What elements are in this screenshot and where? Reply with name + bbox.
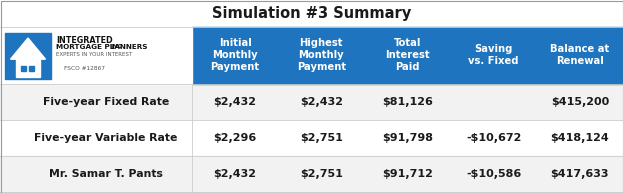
Text: $418,124: $418,124	[551, 133, 609, 143]
Text: Five-year Fixed Rate: Five-year Fixed Rate	[43, 97, 169, 107]
Text: INC.: INC.	[110, 44, 125, 49]
Text: Mr. Samar T. Pants: Mr. Samar T. Pants	[49, 169, 163, 179]
Text: $2,296: $2,296	[214, 133, 257, 143]
Text: Initial
Monthly
Payment: Initial Monthly Payment	[211, 38, 260, 73]
Text: EXPERTS IN YOUR INTEREST: EXPERTS IN YOUR INTEREST	[56, 52, 132, 57]
Bar	[0, 27, 192, 84]
Text: Highest
Monthly
Payment: Highest Monthly Payment	[297, 38, 346, 73]
Text: -$10,586: -$10,586	[466, 169, 521, 179]
Text: $417,633: $417,633	[551, 169, 609, 179]
Text: INTEGRATED: INTEGRATED	[56, 36, 113, 45]
Text: $81,126: $81,126	[382, 97, 433, 107]
Text: Simulation #3 Summary: Simulation #3 Summary	[212, 6, 411, 21]
Text: $2,751: $2,751	[300, 169, 343, 179]
Bar	[0, 84, 623, 120]
Bar	[5, 32, 51, 79]
Text: Total
Interest
Paid: Total Interest Paid	[385, 38, 430, 73]
Text: $2,432: $2,432	[214, 97, 257, 107]
Bar	[0, 156, 623, 192]
Text: Balance at
Renewal: Balance at Renewal	[550, 45, 609, 67]
Text: $2,432: $2,432	[300, 97, 343, 107]
Text: -$10,672: -$10,672	[466, 133, 521, 143]
Text: $91,798: $91,798	[382, 133, 433, 143]
Text: Saving
vs. Fixed: Saving vs. Fixed	[468, 45, 519, 67]
Bar	[192, 27, 623, 84]
Bar	[29, 66, 34, 71]
Bar	[21, 66, 26, 71]
Text: MORTGAGE PLANNERS: MORTGAGE PLANNERS	[56, 44, 148, 50]
Text: Five-year Variable Rate: Five-year Variable Rate	[34, 133, 178, 143]
Text: $2,432: $2,432	[214, 169, 257, 179]
Bar	[16, 59, 40, 77]
Text: $415,200: $415,200	[551, 97, 609, 107]
Text: $91,712: $91,712	[382, 169, 433, 179]
Text: FSCO #12867: FSCO #12867	[64, 66, 105, 71]
Text: $2,751: $2,751	[300, 133, 343, 143]
Polygon shape	[11, 38, 45, 59]
Bar	[0, 120, 623, 156]
